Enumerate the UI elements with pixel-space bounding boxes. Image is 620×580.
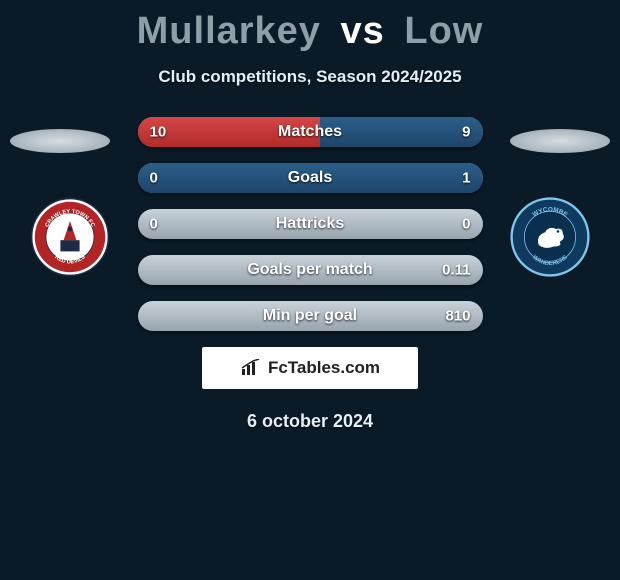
subtitle: Club competitions, Season 2024/2025	[0, 67, 620, 87]
stat-label: Hattricks	[276, 215, 344, 233]
stat-value-right: 9	[462, 124, 470, 141]
brand-link[interactable]: FcTables.com	[202, 347, 418, 389]
brand-text: FcTables.com	[268, 358, 380, 378]
stat-value-left: 10	[150, 124, 167, 141]
date-text: 6 october 2024	[0, 411, 620, 432]
stat-row: 0 1 Goals	[138, 163, 483, 193]
stats-container: 10 9 Matches 0 1 Goals 0 0 Hattricks 0.11 Goals pe…	[138, 117, 483, 331]
stat-label: Goals	[288, 169, 332, 187]
stat-value-right: 0.11	[442, 262, 470, 279]
page-title: Mullarkey vs Low	[0, 0, 620, 53]
comparison-content: CRAWLEY TOWN FC RED DEVILS WYCOMBE WANDE…	[0, 117, 620, 432]
stat-label: Matches	[278, 123, 342, 141]
player2-ellipse	[510, 129, 610, 153]
stat-value-right: 0	[462, 216, 470, 233]
vs-text: vs	[341, 10, 385, 52]
player2-name: Low	[404, 10, 483, 52]
stat-value-left: 0	[150, 216, 158, 233]
stat-value-right: 810	[445, 308, 470, 325]
player1-name: Mullarkey	[137, 10, 321, 52]
stat-value-right: 1	[462, 170, 470, 187]
stat-row: 0 0 Hattricks	[138, 209, 483, 239]
team-badge-right: WYCOMBE WANDERERS	[500, 197, 600, 277]
bar-right	[320, 117, 482, 147]
stat-label: Goals per match	[247, 261, 372, 279]
stat-label: Min per goal	[263, 307, 357, 325]
stat-row: 0.11 Goals per match	[138, 255, 483, 285]
stat-row: 810 Min per goal	[138, 301, 483, 331]
stat-value-left: 0	[150, 170, 158, 187]
team-badge-left: CRAWLEY TOWN FC RED DEVILS	[20, 197, 120, 277]
player1-ellipse	[10, 129, 110, 153]
stat-row: 10 9 Matches	[138, 117, 483, 147]
chart-icon	[240, 359, 262, 377]
